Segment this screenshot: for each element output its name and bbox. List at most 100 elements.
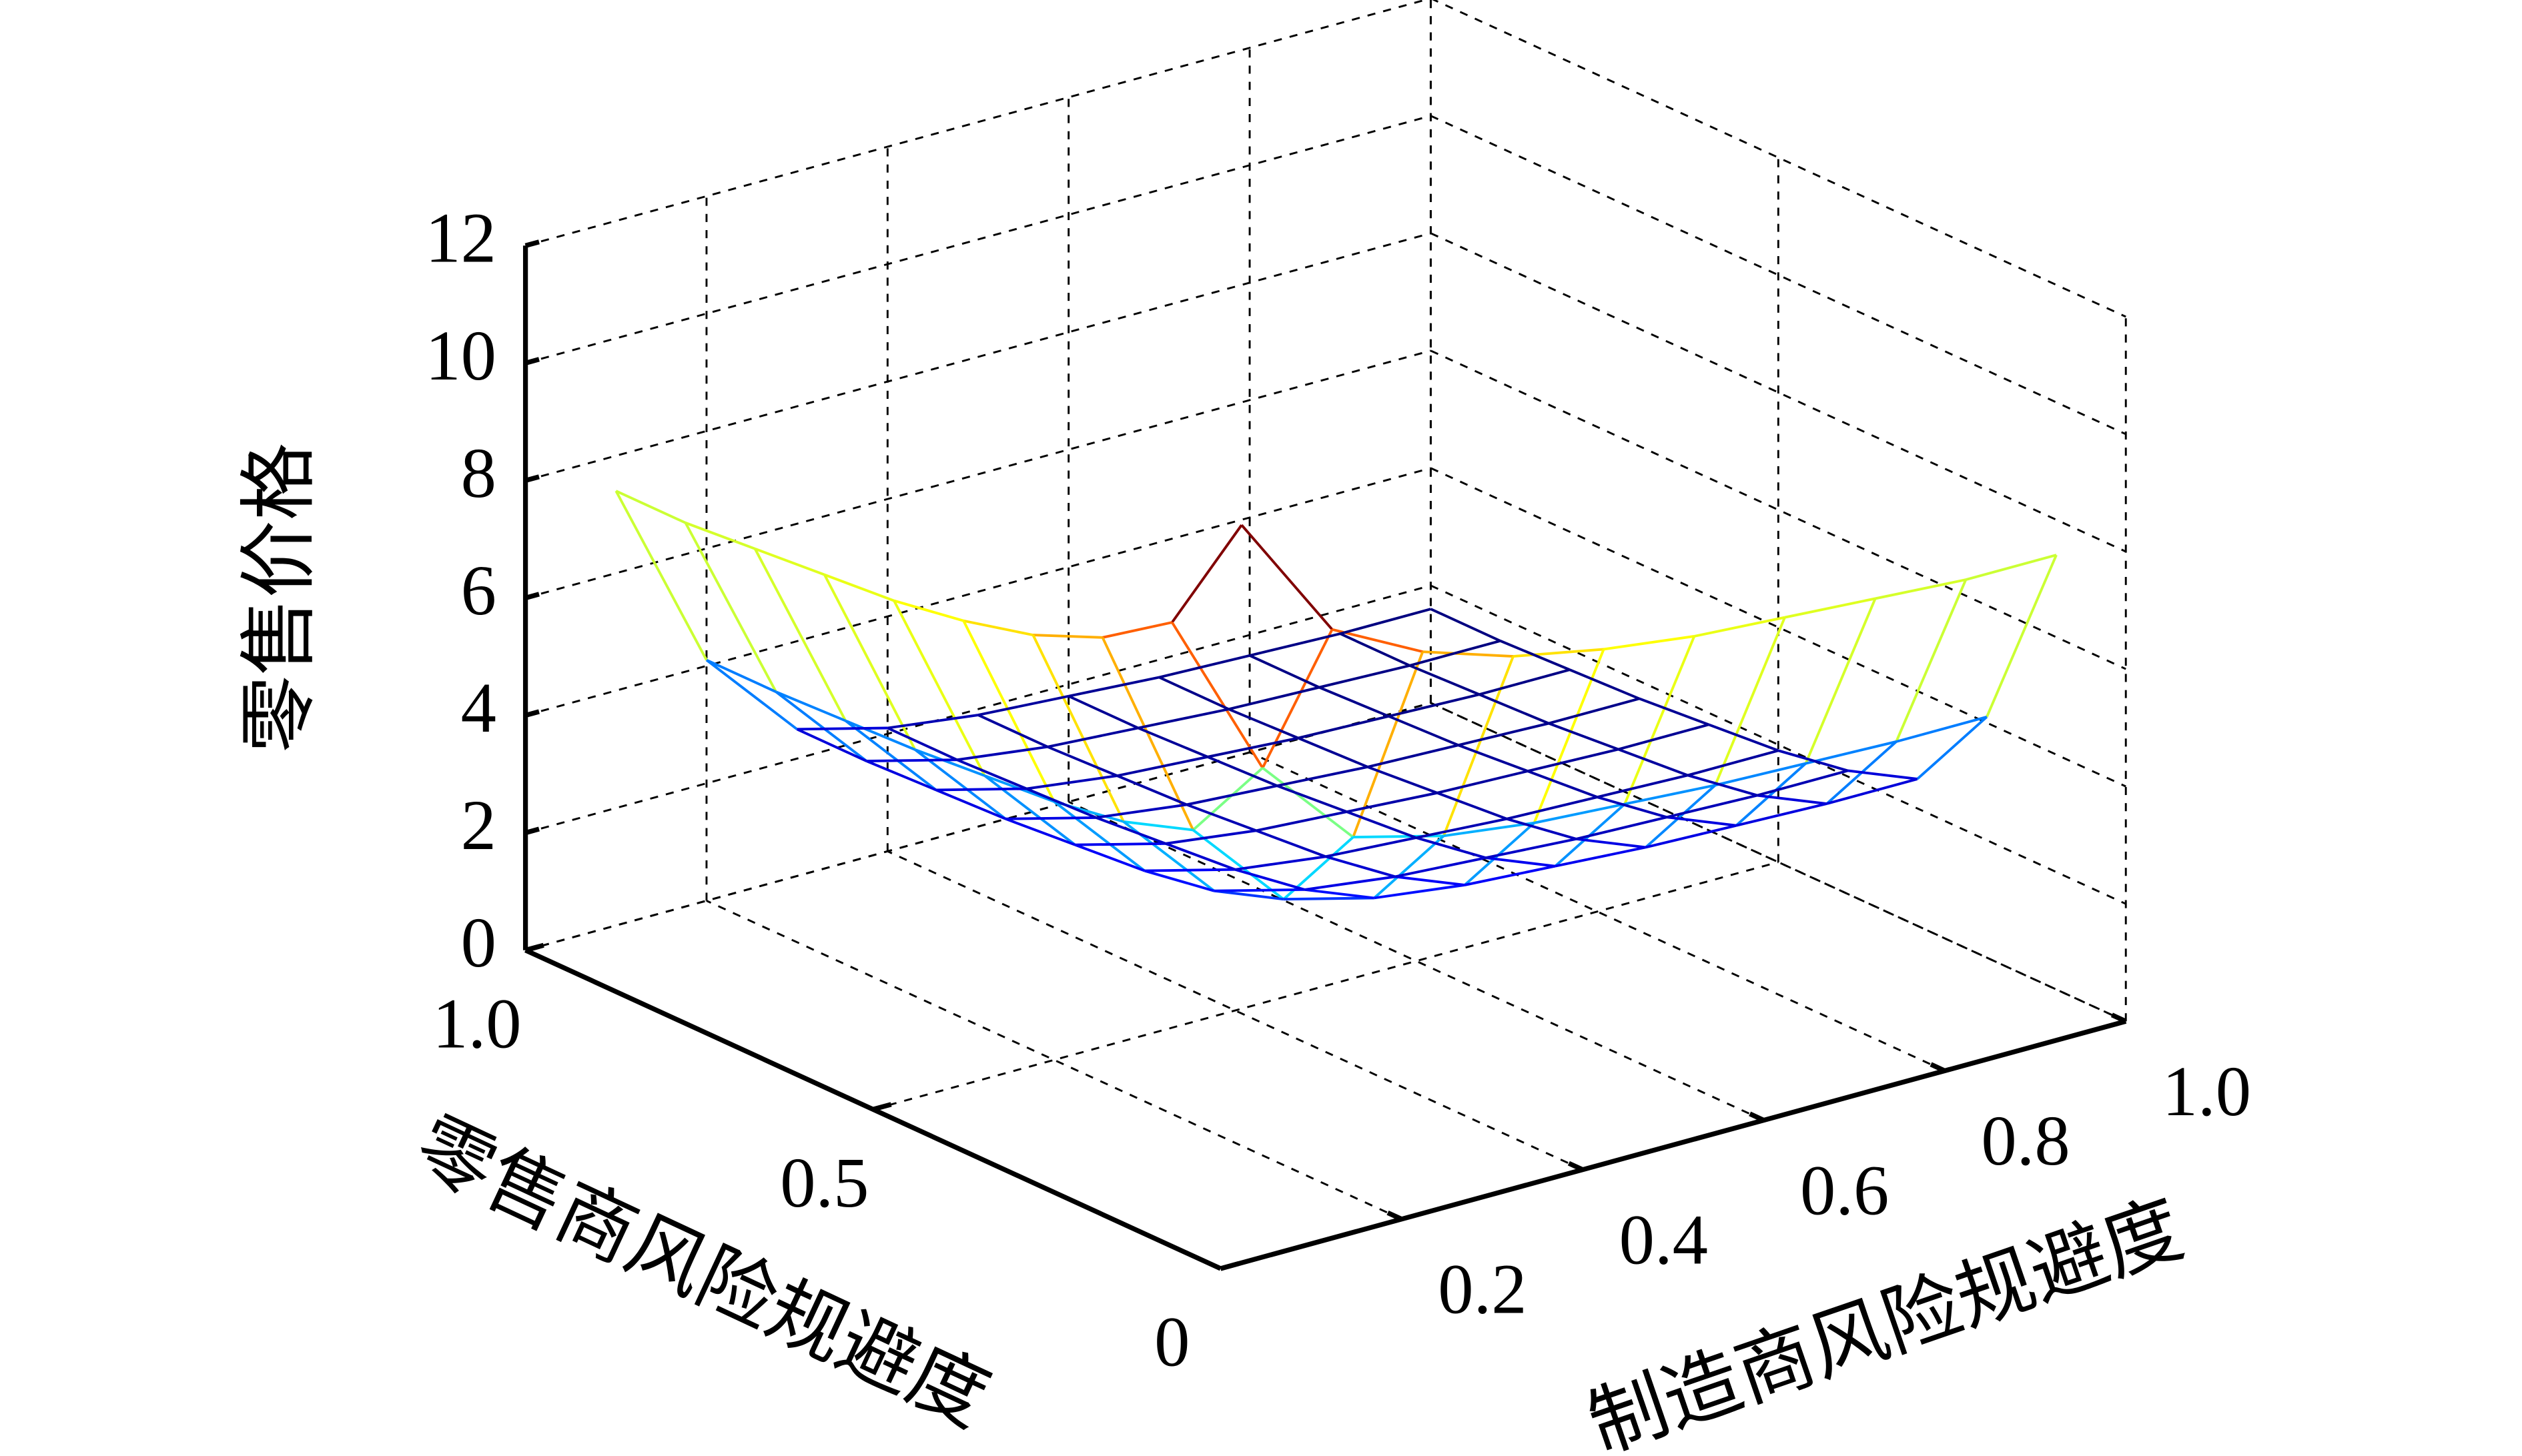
grid-line xyxy=(873,861,1779,1111)
mesh-edge xyxy=(1047,726,1139,748)
mesh-edge xyxy=(887,726,958,761)
z-tick-label: 10 xyxy=(425,317,496,396)
mesh-edge xyxy=(1485,837,1577,860)
grid-line xyxy=(1430,467,2126,788)
x-tick xyxy=(2110,1012,2127,1024)
mesh-edge xyxy=(775,690,847,722)
mesh-edge xyxy=(1144,868,1236,872)
y-tick-label: 1.0 xyxy=(432,984,521,1063)
mesh-edge xyxy=(1339,632,1410,667)
mesh-edge xyxy=(1026,774,1118,790)
mesh-edge xyxy=(1276,784,1348,813)
mesh-edge xyxy=(1234,868,1305,891)
mesh-edge xyxy=(1192,766,1264,831)
mesh-edge xyxy=(1186,803,1257,832)
mesh-edge xyxy=(1896,715,1988,743)
mesh-edge xyxy=(1374,884,1465,900)
mesh-edge xyxy=(893,600,986,776)
x-tick-label: 0.6 xyxy=(1800,1151,1889,1230)
mesh-edge xyxy=(1352,651,1424,838)
mesh-edge xyxy=(1666,816,1737,827)
z-tick xyxy=(524,239,540,248)
mesh-edge xyxy=(1527,748,1619,773)
mesh-edge xyxy=(1757,794,1827,805)
mesh-edge xyxy=(823,574,917,750)
mesh-edge xyxy=(1249,654,1320,689)
mesh-edge xyxy=(1228,708,1299,740)
x-axis xyxy=(1220,1018,2127,1271)
mesh-edge xyxy=(1687,749,1779,777)
z-tick-label: 12 xyxy=(425,199,496,278)
z-tick xyxy=(524,826,540,836)
mesh-edge xyxy=(1144,869,1215,892)
mesh-edge xyxy=(963,619,1033,637)
mesh-edge xyxy=(914,748,985,777)
mesh-edge xyxy=(1025,787,1097,819)
mesh-edge xyxy=(1165,842,1236,871)
mesh-edge xyxy=(1464,864,1556,886)
mesh-edge xyxy=(1826,778,1918,805)
mesh-edge xyxy=(1527,770,1598,798)
x-tick-label: 0.4 xyxy=(1619,1201,1708,1279)
mesh-edge xyxy=(1074,843,1146,872)
mesh-edge xyxy=(866,758,957,763)
mesh-edge xyxy=(1234,855,1326,871)
mesh-edge xyxy=(1457,744,1529,772)
z-tick-label: 4 xyxy=(461,669,496,748)
mesh-edge xyxy=(1214,889,1284,901)
mesh-edge xyxy=(1430,608,1501,642)
mesh-edge xyxy=(1158,676,1230,710)
grid-line xyxy=(1430,232,2126,553)
mesh-edge xyxy=(1394,875,1465,886)
grid-line xyxy=(525,232,1431,482)
mesh-edge xyxy=(1228,686,1320,711)
mesh-edge xyxy=(1443,821,1535,838)
grid-line xyxy=(706,900,1402,1221)
mesh-edge xyxy=(1548,697,1640,725)
x-tick xyxy=(1386,1210,1403,1222)
mesh-edge xyxy=(1116,755,1208,777)
mesh-edge xyxy=(1047,745,1118,777)
mesh-edge xyxy=(1068,676,1160,698)
mesh-edge xyxy=(1207,736,1299,758)
mesh-edge xyxy=(1075,842,1166,846)
z-tick-label: 8 xyxy=(461,434,496,513)
mesh-edge xyxy=(1367,744,1459,768)
mesh-edge xyxy=(893,599,964,622)
mesh-edge xyxy=(1340,608,1431,636)
mesh-edge xyxy=(956,758,1027,790)
mesh-edge xyxy=(1735,762,1807,827)
mesh-edge xyxy=(1895,579,1968,742)
z-tick-label: 2 xyxy=(461,786,496,865)
mesh-edge xyxy=(1325,855,1396,878)
mesh-edge xyxy=(1325,836,1416,858)
mesh-edge xyxy=(1458,722,1549,747)
x-tick-label: 0.2 xyxy=(1438,1251,1527,1329)
mesh-edge xyxy=(1165,829,1257,845)
mesh-edge xyxy=(1534,802,1625,824)
mesh-edge xyxy=(1409,639,1501,667)
mesh-edge xyxy=(1513,648,1604,658)
mesh-edge xyxy=(1623,636,1696,805)
mesh-edge xyxy=(935,787,1027,792)
mesh-edge xyxy=(845,719,916,751)
mesh-edge xyxy=(1388,693,1480,718)
grid-line xyxy=(1430,349,2126,670)
mesh-edge xyxy=(824,573,895,602)
mesh-edge xyxy=(1506,796,1598,820)
mesh-edge xyxy=(1346,791,1438,813)
mesh-edge xyxy=(1436,770,1529,794)
mesh-edge xyxy=(1261,628,1334,769)
mesh-edge xyxy=(1916,716,1988,780)
mesh-edge xyxy=(1388,715,1459,747)
mesh-edge xyxy=(1297,736,1368,768)
mesh-edge xyxy=(1624,784,1716,806)
mesh-edge xyxy=(1617,723,1709,751)
mesh-edge xyxy=(1576,816,1667,840)
mesh-edge xyxy=(1053,800,1146,872)
mesh-edge xyxy=(1479,668,1571,696)
y-tick xyxy=(524,942,544,953)
grid-line xyxy=(1430,702,2126,1022)
mesh-edge xyxy=(1479,693,1550,725)
mesh-edge xyxy=(1603,635,1695,651)
